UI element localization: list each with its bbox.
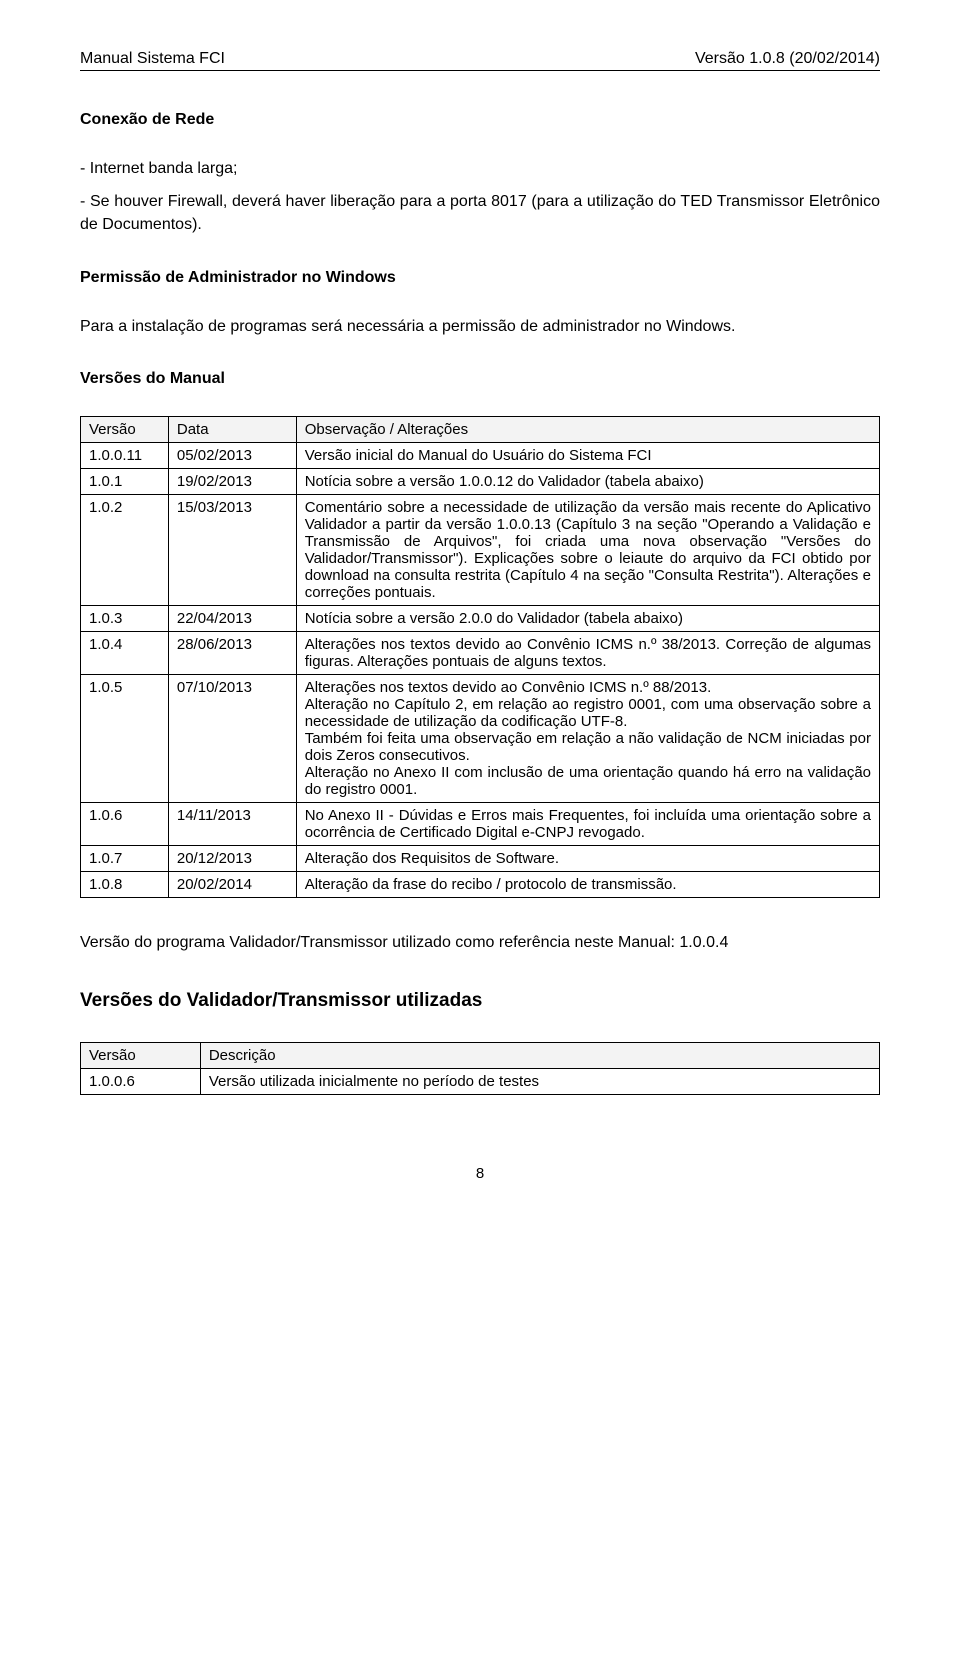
table-row: 1.0.0.11 05/02/2013 Versão inicial do Ma…	[81, 442, 880, 468]
cell-versao: 1.0.0.11	[81, 442, 169, 468]
cell-versao: 1.0.5	[81, 674, 169, 802]
table-row: 1.0.2 15/03/2013 Comentário sobre a nece…	[81, 494, 880, 605]
cell-versao: 1.0.1	[81, 468, 169, 494]
conexao-item-2: - Se houver Firewall, deverá haver liber…	[80, 190, 880, 236]
cell-obs: Versão inicial do Manual do Usuário do S…	[296, 442, 879, 468]
cell-obs: Notícia sobre a versão 2.0.0 do Validado…	[296, 605, 879, 631]
cell-data: 05/02/2013	[168, 442, 296, 468]
page-header: Manual Sistema FCI Versão 1.0.8 (20/02/2…	[80, 50, 880, 71]
cell-obs: Alterações nos textos devido ao Convênio…	[296, 631, 879, 674]
versoes-table: Versão Data Observação / Alterações 1.0.…	[80, 416, 880, 898]
table-row: 1.0.5 07/10/2013 Alterações nos textos d…	[81, 674, 880, 802]
cell-obs: Alteração da frase do recibo / protocolo…	[296, 871, 879, 897]
page: Manual Sistema FCI Versão 1.0.8 (20/02/2…	[0, 0, 960, 1222]
cell-obs: Alterações nos textos devido ao Convênio…	[296, 674, 879, 802]
versoes-header-row: Versão Data Observação / Alterações	[81, 416, 880, 442]
cell-data: 15/03/2013	[168, 494, 296, 605]
versoes-header-versao: Versão	[81, 416, 169, 442]
cell-versao: 1.0.2	[81, 494, 169, 605]
cell-data: 20/02/2014	[168, 871, 296, 897]
table-row: 1.0.0.6 Versão utilizada inicialmente no…	[81, 1068, 880, 1094]
table-row: 1.0.7 20/12/2013 Alteração dos Requisito…	[81, 845, 880, 871]
cell-versao: 1.0.3	[81, 605, 169, 631]
vt-header-row: Versão Descrição	[81, 1042, 880, 1068]
cell-data: 19/02/2013	[168, 468, 296, 494]
cell-data: 07/10/2013	[168, 674, 296, 802]
cell-obs: Notícia sobre a versão 1.0.0.12 do Valid…	[296, 468, 879, 494]
versoes-header-data: Data	[168, 416, 296, 442]
table-row: 1.0.8 20/02/2014 Alteração da frase do r…	[81, 871, 880, 897]
cell-obs: Alteração dos Requisitos de Software.	[296, 845, 879, 871]
table-row: 1.0.4 28/06/2013 Alterações nos textos d…	[81, 631, 880, 674]
header-left: Manual Sistema FCI	[80, 50, 225, 68]
section-title-versoes: Versões do Manual	[80, 370, 880, 388]
vt-header-versao: Versão	[81, 1042, 201, 1068]
conexao-item-1: - Internet banda larga;	[80, 157, 880, 180]
cell-versao: 1.0.7	[81, 845, 169, 871]
cell-data: 28/06/2013	[168, 631, 296, 674]
cell-obs: Comentário sobre a necessidade de utiliz…	[296, 494, 879, 605]
table-row: 1.0.3 22/04/2013 Notícia sobre a versão …	[81, 605, 880, 631]
permissao-text: Para a instalação de programas será nece…	[80, 315, 880, 338]
reference-line: Versão do programa Validador/Transmissor…	[80, 934, 880, 952]
cell-versao: 1.0.6	[81, 802, 169, 845]
cell-obs: No Anexo II - Dúvidas e Erros mais Frequ…	[296, 802, 879, 845]
table-row: 1.0.1 19/02/2013 Notícia sobre a versão …	[81, 468, 880, 494]
versoes-header-obs: Observação / Alterações	[296, 416, 879, 442]
vt-header-desc: Descrição	[200, 1042, 879, 1068]
cell-versao: 1.0.0.6	[81, 1068, 201, 1094]
table-row: 1.0.6 14/11/2013 No Anexo II - Dúvidas e…	[81, 802, 880, 845]
cell-versao: 1.0.8	[81, 871, 169, 897]
section-title-conexao: Conexão de Rede	[80, 111, 880, 129]
section-title-vt: Versões do Validador/Transmissor utiliza…	[80, 990, 880, 1012]
cell-data: 22/04/2013	[168, 605, 296, 631]
header-right: Versão 1.0.8 (20/02/2014)	[695, 50, 880, 68]
cell-data: 14/11/2013	[168, 802, 296, 845]
page-number: 8	[80, 1165, 880, 1182]
cell-data: 20/12/2013	[168, 845, 296, 871]
cell-versao: 1.0.4	[81, 631, 169, 674]
section-title-permissao: Permissão de Administrador no Windows	[80, 269, 880, 287]
vt-table: Versão Descrição 1.0.0.6 Versão utilizad…	[80, 1042, 880, 1095]
cell-desc: Versão utilizada inicialmente no período…	[200, 1068, 879, 1094]
